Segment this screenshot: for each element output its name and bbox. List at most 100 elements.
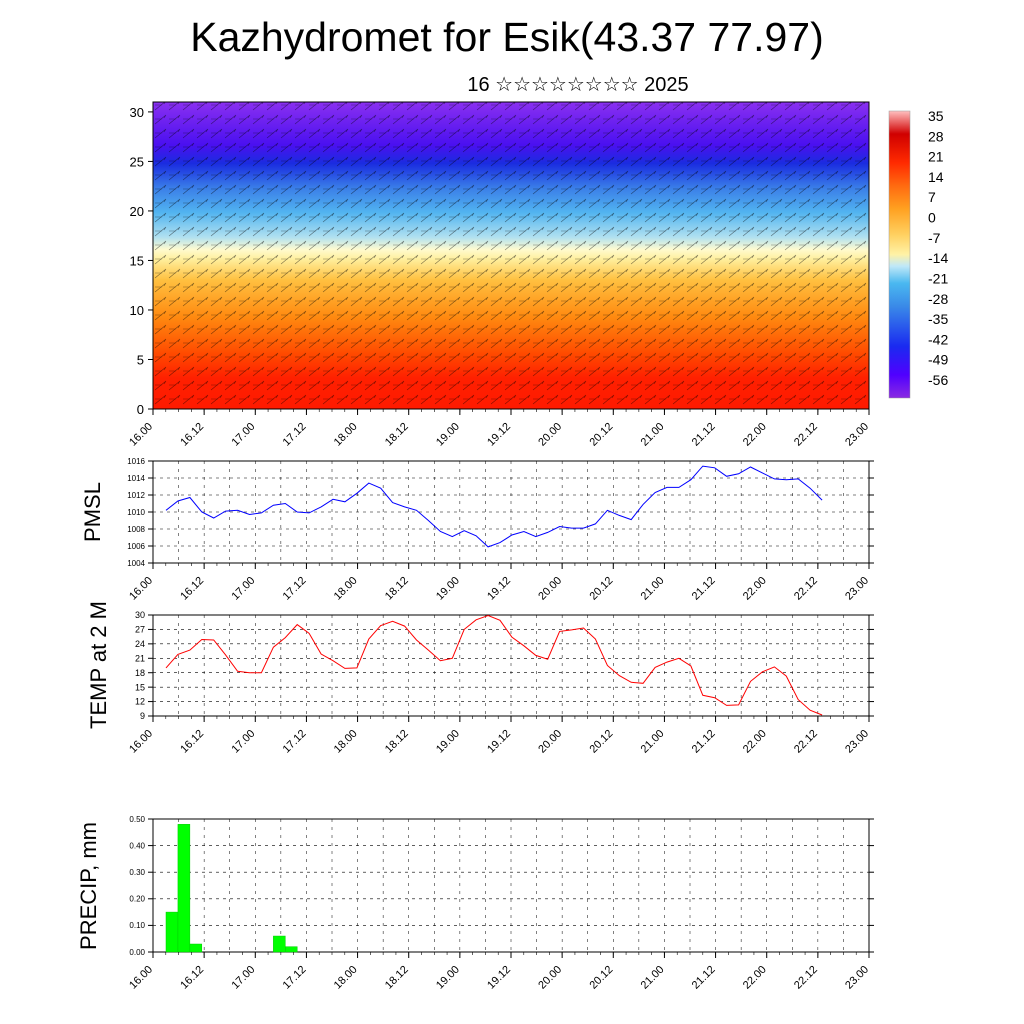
p2-y-tick-label: 1008 bbox=[127, 525, 145, 534]
cross-section-x-tick-label: 21.12 bbox=[690, 421, 718, 449]
precip-y-label: PRECIP, mm bbox=[76, 822, 101, 950]
cross-section-y-tick-label: 15 bbox=[130, 253, 144, 268]
precip-grid bbox=[153, 818, 869, 953]
p2-x-tick-label: 20.00 bbox=[536, 575, 564, 603]
p3-x-tick-label: 22.12 bbox=[792, 728, 820, 756]
cross-section-x-tick-label: 22.00 bbox=[741, 421, 769, 449]
p3-x-tick-label: 21.00 bbox=[639, 728, 667, 756]
precip-x-tick-label: 19.12 bbox=[485, 964, 513, 992]
p3-x-tick-label: 19.00 bbox=[434, 728, 462, 756]
colorbar-label: -42 bbox=[928, 331, 948, 347]
temperature-series-line bbox=[165, 614, 823, 716]
colorbar-label: 7 bbox=[928, 189, 936, 205]
precip-x-tick-label: 16.12 bbox=[178, 964, 206, 992]
p3-x-tick-label: 16.12 bbox=[178, 728, 206, 756]
cross-section-x-tick-label: 20.00 bbox=[536, 421, 564, 449]
cross-section-x-tick-label: 17.00 bbox=[229, 421, 257, 449]
pmsl-y-axis: 1016 1014 1012 1010 1008 1006 1004 bbox=[127, 457, 874, 568]
p2-y-tick-label: 1012 bbox=[127, 491, 145, 500]
cross-section-y-tick-label: 30 bbox=[130, 105, 144, 120]
p3-y-tick-label: 9 bbox=[140, 711, 145, 721]
cross-section-y-tick-label: 25 bbox=[130, 154, 144, 169]
colorbar: 35 28 21 14 7 0 -7 -14 -21 -28 -35 -42 -49 -56 bbox=[888, 108, 948, 399]
p3-y-tick-label: 30 bbox=[135, 610, 145, 620]
cross-section-x-tick-label: 20.12 bbox=[587, 421, 615, 449]
precip-bar bbox=[177, 824, 191, 953]
precip-x-tick-label: 16.00 bbox=[127, 964, 155, 992]
p2-x-tick-label: 21.12 bbox=[690, 575, 718, 603]
cross-section-x-tick-label: 22.12 bbox=[792, 421, 820, 449]
precip-x-tick-label: 19.00 bbox=[434, 964, 462, 992]
precip-bar bbox=[285, 946, 298, 953]
temperature-grid bbox=[153, 614, 869, 717]
p2-x-tick-label: 18.00 bbox=[332, 575, 360, 603]
colorbar-label: -28 bbox=[928, 291, 948, 307]
colorbar-label: 28 bbox=[928, 128, 944, 144]
precip-y-axis: 0.50 0.40 0.30 0.20 0.10 0.00 bbox=[129, 815, 874, 957]
p2-x-tick-label: 16.12 bbox=[178, 575, 206, 603]
cross-section-x-tick-label: 17.12 bbox=[281, 421, 309, 449]
colorbar-label: -21 bbox=[928, 270, 948, 286]
cross-section-x-tick-label: 19.12 bbox=[485, 421, 513, 449]
p2-x-tick-label: 19.12 bbox=[485, 575, 513, 603]
colorbar-label: -7 bbox=[928, 230, 941, 246]
colorbar-label: 21 bbox=[928, 149, 944, 165]
precip-x-tick-label: 23.00 bbox=[843, 964, 871, 992]
p2-x-tick-label: 16.00 bbox=[127, 575, 155, 603]
p2-x-tick-label: 23.00 bbox=[843, 575, 871, 603]
temperature-panel: 30 27 24 21 18 15 12 9 16.00 16.12 17.00 17.12 18.0… bbox=[86, 601, 874, 756]
precip-y-tick-label: 0.40 bbox=[129, 841, 145, 850]
precip-bars bbox=[165, 824, 298, 953]
temperature-y-axis: 30 27 24 21 18 15 12 9 bbox=[135, 610, 874, 721]
p3-x-tick-label: 17.00 bbox=[229, 728, 257, 756]
p3-x-tick-label: 18.00 bbox=[332, 728, 360, 756]
p3-x-tick-label: 17.12 bbox=[281, 728, 309, 756]
pmsl-series-line bbox=[165, 465, 823, 548]
precip-bar bbox=[273, 935, 286, 953]
p2-x-tick-label: 19.00 bbox=[434, 575, 462, 603]
cross-section-y-tick-label: 5 bbox=[137, 352, 144, 367]
precip-x-tick-label: 21.00 bbox=[639, 964, 667, 992]
p2-x-tick-label: 17.00 bbox=[229, 575, 257, 603]
p3-x-tick-label: 20.00 bbox=[536, 728, 564, 756]
precip-y-tick-label: 0.50 bbox=[129, 815, 145, 824]
colorbar-strip bbox=[888, 110, 911, 399]
cross-section-x-tick-label: 21.00 bbox=[639, 421, 667, 449]
chart-date: 16 ☆☆☆☆☆☆☆☆ 2025 bbox=[467, 74, 689, 96]
precip-x-axis: 16.00 16.12 17.00 17.12 18.00 18.12 19.00 19.12… bbox=[127, 952, 871, 992]
precip-x-tick-label: 22.12 bbox=[792, 964, 820, 992]
p2-x-tick-label: 20.12 bbox=[587, 575, 615, 603]
p2-y-tick-label: 1014 bbox=[127, 474, 145, 483]
cross-section-y-axis: 0 5 10 15 20 25 30 bbox=[130, 105, 153, 417]
precip-y-tick-label: 0.10 bbox=[129, 921, 145, 930]
precip-panel: 0.50 0.40 0.30 0.20 0.10 0.00 16.00 16.12 17.00… bbox=[76, 815, 874, 992]
cross-section-x-tick-label: 18.00 bbox=[332, 421, 360, 449]
p3-x-tick-label: 18.12 bbox=[383, 728, 411, 756]
pmsl-x-axis: 16.00 16.12 17.00 17.12 18.00 18.12 19.00 19.12… bbox=[127, 563, 871, 603]
cross-section-x-tick-label: 16.12 bbox=[178, 421, 206, 449]
p2-y-tick-label: 1004 bbox=[127, 559, 145, 568]
cross-section-y-tick-label: 10 bbox=[130, 303, 144, 318]
temperature-x-axis: 16.00 16.12 17.00 17.12 18.00 18.12 19.00 19.12… bbox=[127, 716, 871, 756]
p2-y-tick-label: 1010 bbox=[127, 508, 145, 517]
p3-y-tick-label: 15 bbox=[135, 682, 145, 692]
colorbar-label: 14 bbox=[928, 169, 944, 185]
cross-section-x-tick-label: 19.00 bbox=[434, 421, 462, 449]
chart-title: Kazhydromet for Esik(43.37 77.97) bbox=[190, 14, 824, 60]
p2-x-tick-label: 17.12 bbox=[281, 575, 309, 603]
p2-x-tick-label: 18.12 bbox=[383, 575, 411, 603]
precip-x-tick-label: 18.00 bbox=[332, 964, 360, 992]
cross-section-x-tick-label: 23.00 bbox=[843, 421, 871, 449]
wind-vector-overlay bbox=[153, 102, 869, 409]
p3-x-tick-label: 19.12 bbox=[485, 728, 513, 756]
p3-y-tick-label: 27 bbox=[135, 625, 145, 635]
p3-y-tick-label: 12 bbox=[135, 697, 145, 707]
p3-y-tick-label: 21 bbox=[135, 653, 145, 663]
temperature-y-label: TEMP at 2 M bbox=[86, 601, 111, 729]
p3-x-tick-label: 20.12 bbox=[587, 728, 615, 756]
p3-y-tick-label: 24 bbox=[135, 639, 145, 649]
colorbar-label: -35 bbox=[928, 311, 948, 327]
p2-x-tick-label: 21.00 bbox=[639, 575, 667, 603]
colorbar-label: -56 bbox=[928, 372, 948, 388]
